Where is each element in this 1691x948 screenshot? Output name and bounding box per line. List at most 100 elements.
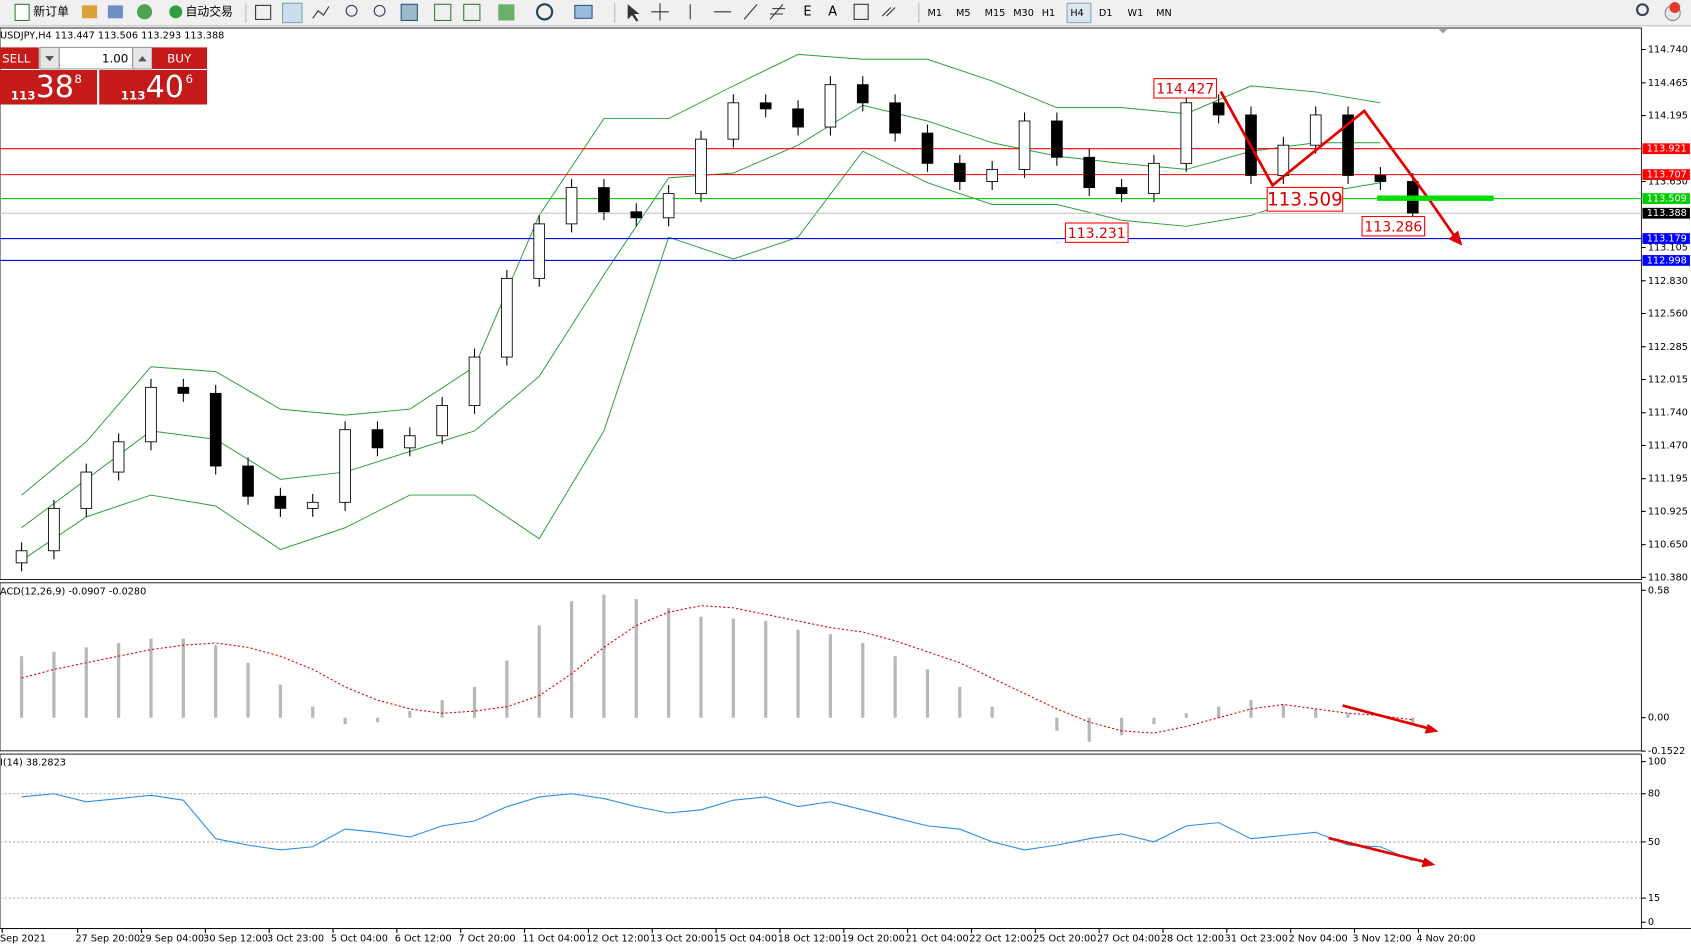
buy-label[interactable]: BUY [167, 52, 192, 66]
y-tick-label: 113.650 [1648, 177, 1688, 188]
sell-price-box[interactable] [0, 70, 98, 105]
candle-body [824, 84, 837, 128]
candle-body [727, 102, 740, 140]
buy-price: 40 [146, 70, 184, 105]
x-tick-label: 29 Sep 04:00 [139, 933, 204, 944]
macd-bar [990, 706, 994, 718]
timeframe-button[interactable]: M15 [985, 8, 1006, 19]
y-tick-label: 110.925 [1648, 506, 1688, 517]
trendline-tool[interactable] [743, 3, 758, 20]
fibo-tool[interactable]: E [803, 4, 811, 19]
macd-bar [1087, 717, 1091, 742]
buy-price-box[interactable] [99, 70, 208, 105]
candle-body [856, 84, 869, 104]
candle-body [371, 429, 384, 449]
x-tick-label: 21 Oct 04:00 [905, 933, 968, 944]
timeframe-button[interactable]: W1 [1128, 8, 1144, 19]
channel-tool[interactable] [769, 3, 786, 20]
cursor-tool[interactable] [627, 4, 640, 22]
macd-bar [505, 660, 509, 718]
price-level-box [1642, 207, 1690, 219]
periods-icon[interactable] [535, 3, 554, 21]
timeframe-button[interactable]: M5 [956, 8, 971, 19]
candle-body [598, 187, 610, 213]
sell-label[interactable]: SELL [2, 52, 31, 66]
tile-icon[interactable] [400, 3, 418, 22]
arrow-head [1424, 723, 1439, 734]
y-tick-label: 113.105 [1648, 242, 1688, 253]
y-tick-label: 114.740 [1648, 45, 1688, 56]
zoom-in-icon[interactable] [345, 4, 358, 17]
icon[interactable] [136, 4, 153, 20]
annotation-label: 114.427 [1156, 81, 1214, 97]
y-tick-label: 111.195 [1648, 474, 1688, 485]
text-tool[interactable]: A [828, 4, 837, 19]
search-icon[interactable] [1635, 3, 1649, 17]
annotation-box [1064, 222, 1129, 243]
price-level-box [1642, 193, 1690, 204]
candle-body [274, 495, 287, 509]
new-order-icon[interactable] [14, 3, 30, 22]
timeframe-button[interactable]: D1 [1099, 8, 1113, 19]
x-tick-label: 3 Oct 23:00 [267, 933, 324, 944]
shift-icon[interactable] [434, 3, 452, 22]
y-tick-label: 15 [1648, 893, 1660, 904]
timeframe-button[interactable]: MN [1156, 8, 1172, 19]
indicators-icon[interactable] [498, 4, 515, 21]
macd-bar [828, 634, 833, 718]
timeframe-active [1066, 2, 1092, 24]
templates-icon[interactable] [574, 4, 593, 19]
new-order-button[interactable]: 新订单 [33, 4, 69, 18]
macd-bar [1217, 706, 1221, 718]
volume-value[interactable]: 1.00 [102, 52, 128, 66]
timeframe-button[interactable]: H1 [1042, 8, 1055, 19]
zoom-out-icon[interactable] [373, 4, 386, 17]
y-tick-label: 111.470 [1648, 440, 1688, 451]
label-tool[interactable] [853, 3, 869, 20]
bollinger-lower [21, 150, 1381, 561]
auto-trading-icon[interactable] [169, 5, 183, 19]
y-tick-label: 114.465 [1648, 78, 1688, 89]
arrows-tool[interactable] [881, 7, 896, 17]
macd-bar [52, 651, 56, 718]
macd-label: ACD(12,26,9) -0.0907 -0.0280 [0, 586, 146, 597]
macd-bar [1314, 708, 1318, 718]
annotation-box [1153, 78, 1218, 99]
crosshair-tool[interactable] [651, 3, 669, 21]
macd-bar [861, 642, 865, 718]
candle-body [889, 102, 901, 134]
buy-button[interactable] [152, 47, 208, 69]
candle-body [339, 429, 351, 503]
toolbar [0, 0, 1691, 26]
line-chart-icon[interactable] [312, 6, 330, 19]
candle-body [1051, 120, 1063, 158]
auto-trading-button[interactable]: 自动交易 [185, 4, 232, 18]
x-tick-label: 18 Oct 12:00 [778, 933, 841, 944]
y-tick-label: -0.1522 [1648, 746, 1685, 757]
candle-body [1374, 175, 1387, 182]
timeframe-button[interactable]: M1 [927, 8, 942, 19]
bar-chart-icon[interactable] [255, 4, 272, 20]
icon[interactable] [107, 5, 123, 19]
x-tick-label: 12 Oct 12:00 [586, 933, 649, 944]
annotation-label: 113.286 [1364, 219, 1422, 235]
sell-button[interactable] [0, 47, 39, 69]
x-tick-label: 2 Nov 04:00 [1289, 933, 1348, 944]
timeframe-button[interactable]: H4 [1070, 8, 1083, 19]
macd-bar [602, 594, 606, 718]
rsi-label: I(14) 38.2823 [0, 758, 66, 769]
sell-price-big: 113 [11, 88, 36, 102]
candle-body [501, 277, 513, 358]
candle-body [1180, 102, 1193, 164]
icon[interactable] [81, 5, 98, 19]
candle-body [1083, 156, 1096, 189]
y-tick-label: 100 [1648, 757, 1667, 768]
macd-bar [764, 621, 768, 718]
timeframe-button[interactable]: M30 [1013, 8, 1034, 19]
candle-chart-icon[interactable] [282, 2, 303, 24]
macd-bar [246, 662, 250, 718]
x-tick-label: 19 Oct 20:00 [842, 933, 905, 944]
candle-body [1018, 120, 1031, 170]
autoscroll-icon[interactable] [463, 3, 481, 22]
candle-body [792, 108, 804, 128]
